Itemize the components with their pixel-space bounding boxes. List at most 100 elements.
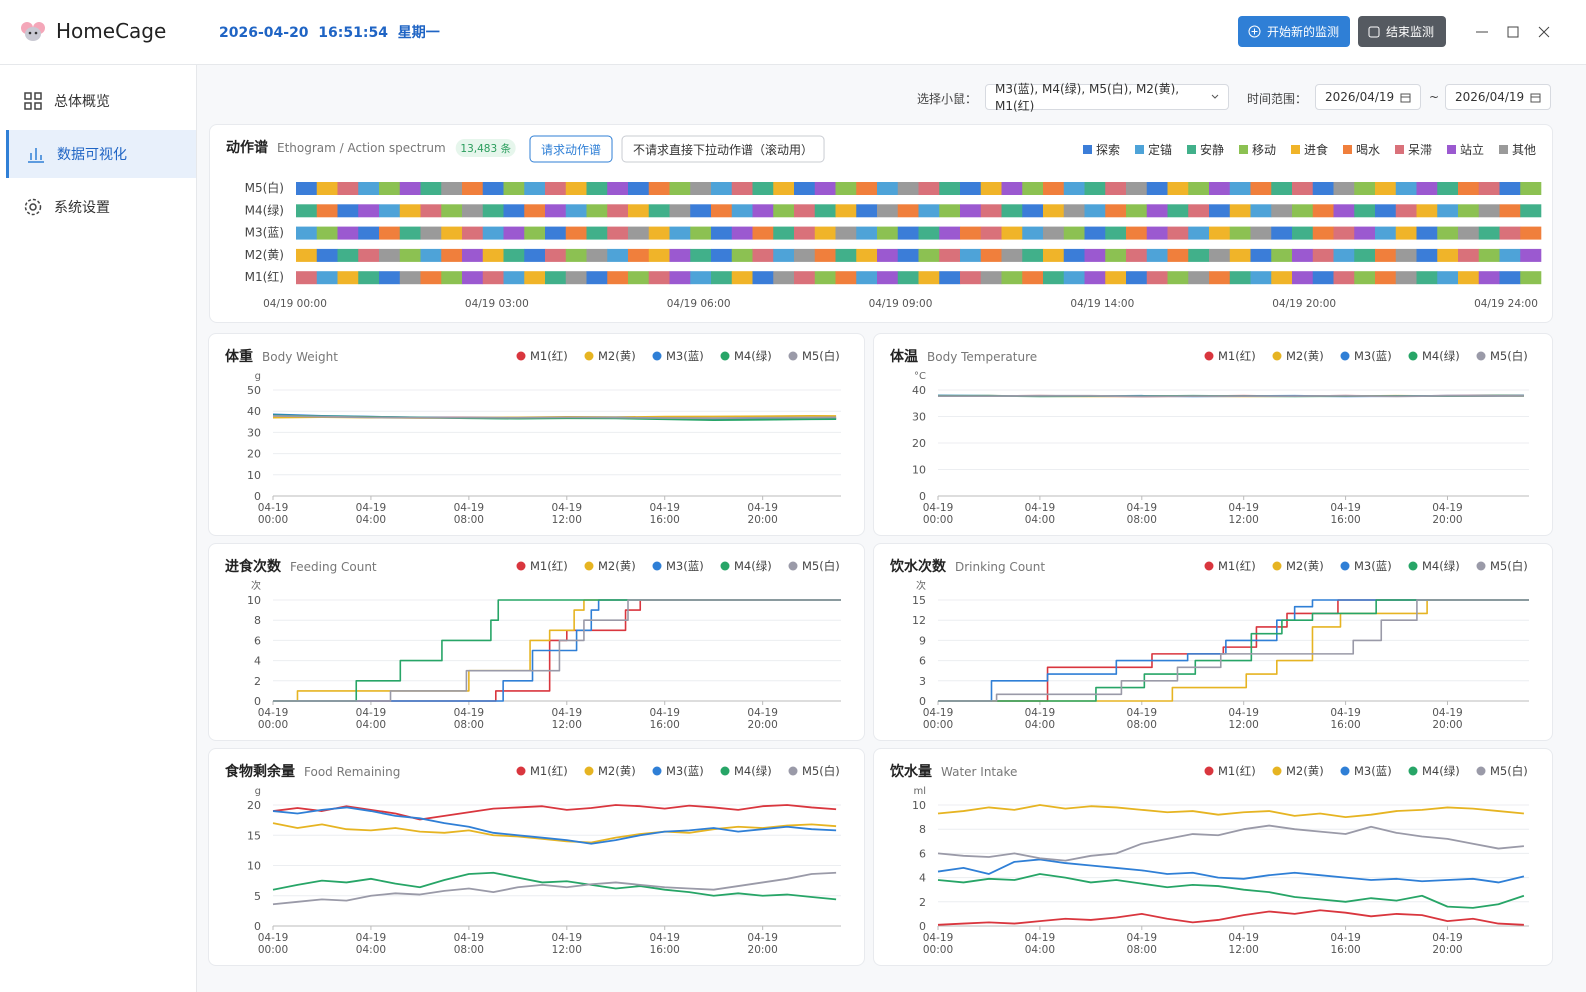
chart-panel: 进食次数 Feeding Count M1(红) M2(黄) M3(蓝) M4(绿) M5(… [208,543,865,741]
time-label: 04/19 06:00 [667,298,731,310]
behavior-segment [358,182,380,195]
legend-label: M4(绿) [734,764,772,778]
y-tick-label: 30 [247,426,261,439]
behavior-segment [794,248,816,262]
behavior-segment [1458,271,1480,285]
behavior-segment [1354,226,1376,240]
mouse-select[interactable]: M3(蓝), M4(绿), M5(白), M2(黄), M1(红) [985,82,1229,113]
legend-label: M3(蓝) [666,349,704,363]
behavior-segment [482,248,504,262]
legend-marker [1340,766,1350,776]
behavior-segment [690,271,712,285]
behavior-segment [1478,226,1500,240]
behavior-segment [1375,204,1397,218]
series-line [938,599,1529,702]
behavior-segment [1458,226,1480,240]
behavior-segment [379,182,401,195]
legend-marker [1408,561,1418,571]
behavior-segment [586,248,608,262]
legend-swatch [1291,145,1300,154]
behavior-segment [731,226,753,240]
start-date[interactable]: 2026/04/19 [1315,84,1421,110]
behavior-segment [960,204,982,218]
legend-marker [652,561,662,571]
x-tick-label: 04-19 08:00 [454,502,485,526]
behavior-segment [503,248,525,262]
behavior-segment [814,204,836,218]
behavior-segment [711,182,733,195]
action-button[interactable] [621,135,825,163]
behavior-segment [296,248,318,262]
series-line [272,804,837,821]
behavior-segment [1146,204,1168,218]
behavior-segment [1395,226,1417,240]
behavior-segment [669,271,691,285]
start-button[interactable]: 开始新的监测 [1238,16,1350,47]
legend-label: M2(黄) [1286,349,1324,363]
behavior-segment [524,226,546,240]
chart-title: 进食次数 [225,558,282,575]
nav-item[interactable]: 总体概览 [6,77,196,125]
legend-label: 呆滞 [1408,143,1432,157]
y-tick-label: 50 [247,384,261,397]
window-controls[interactable] [1470,22,1560,42]
behavior-segment [1292,271,1314,285]
legend-label: M5(白) [1490,764,1528,778]
behavior-segment [1146,182,1168,195]
calendar-icon [1530,93,1541,102]
behavior-segment [1416,271,1438,285]
row-label: M3(蓝) [245,226,284,240]
behavior-segment [918,248,940,262]
action-button[interactable] [529,135,613,163]
stop-button[interactable]: 结束监测 [1358,16,1446,47]
behavior-segment [607,204,629,218]
y-tick-label: 0 [919,695,926,708]
y-tick-label: 10 [247,860,261,873]
behavior-segment [1250,248,1272,262]
behavior-segment [711,248,733,262]
behavior-segment [752,226,774,240]
behavior-segment [420,204,442,218]
behavior-segment [939,271,961,285]
behavior-segment [1209,204,1231,218]
behavior-segment [794,271,816,285]
end-date[interactable]: 2026/04/19 [1445,84,1551,110]
x-tick-label: 04-19 08:00 [454,707,485,731]
behavior-segment [835,226,857,240]
behavior-segment [420,182,442,195]
nav-item[interactable]: 数据可视化 [6,130,196,178]
behavior-segment [565,182,587,195]
y-tick-label: 4 [254,655,261,668]
row-label: M1(红) [245,269,284,284]
legend-label: M1(红) [1218,559,1256,573]
behavior-segment [462,271,484,285]
x-tick-label: 04-19 04:00 [356,502,387,526]
behavior-segment [960,182,982,195]
y-tick-label: 30 [912,411,926,424]
behavior-segment [1167,204,1189,218]
nav-label: 数据可视化 [57,147,127,163]
legend-label: M1(红) [530,349,568,363]
behavior-segment [1001,271,1023,285]
range-separator: ~ [1429,90,1440,104]
behavior-segment [503,226,525,240]
y-tick-label: 2 [919,896,926,909]
behavior-segment [773,182,795,195]
behavior-segment [1499,204,1521,218]
behavior-segment [731,182,753,195]
chart: 食物剩余量 Food Remaining M1(红) M2(黄) M3(蓝) M4(绿) M… [225,763,841,956]
legend-label: M2(黄) [1286,764,1324,778]
chart-panel: 饮水量 Water Intake M1(红) M2(黄) M3(蓝) M4(绿) M5(白)… [873,748,1553,966]
behavior-segment [628,204,650,218]
nav-item[interactable]: 系统设置 [6,183,196,231]
legend-label: 探索 [1096,143,1120,157]
behavior-segment [1188,271,1210,285]
row-label: M4(绿) [245,202,284,217]
behavior-segment [337,271,359,285]
legend-label: 定锚 [1148,142,1172,157]
legend-label: M2(黄) [598,349,636,363]
behavior-segment [1043,271,1065,285]
behavior-segment [877,204,899,218]
behavior-segment [607,226,629,240]
